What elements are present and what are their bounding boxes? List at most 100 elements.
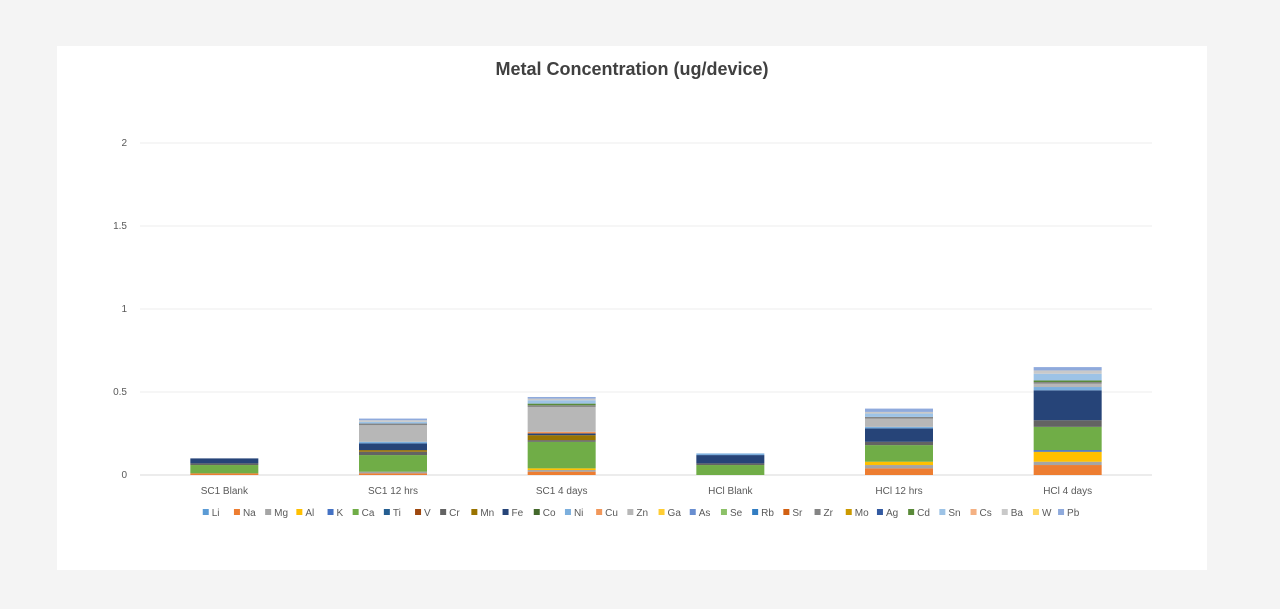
legend-label-se: Se bbox=[730, 508, 743, 519]
legend-swatch-pb bbox=[1058, 509, 1065, 515]
bar-segment-zn bbox=[359, 425, 427, 442]
bar-segment-ca bbox=[190, 465, 259, 474]
bar-segment-cr bbox=[190, 463, 259, 466]
legend-swatch-sr bbox=[783, 509, 790, 515]
legend-label-zr: Zr bbox=[824, 508, 834, 519]
legend-swatch-zr bbox=[814, 509, 821, 515]
legend-swatch-v bbox=[415, 509, 422, 515]
legend: Li Na Mg Al K Ca Ti V Cr Mn Fe Co Ni Cu Zn Ga As Se Rb Sr Zr… bbox=[202, 508, 1080, 519]
legend-swatch-w bbox=[1032, 509, 1039, 515]
legend-swatch-as bbox=[689, 509, 696, 515]
bar-segment-pb bbox=[1033, 367, 1102, 371]
legend-swatch-al bbox=[296, 509, 303, 515]
bar-segment-fe bbox=[190, 458, 259, 464]
x-tick-label: HCl 4 days bbox=[1043, 486, 1092, 497]
legend-label-mg: Mg bbox=[274, 508, 288, 519]
legend-swatch-na bbox=[233, 509, 240, 515]
bar-segment-ba bbox=[527, 398, 596, 401]
legend-swatch-ba bbox=[1001, 509, 1008, 515]
bar-segment-cu bbox=[527, 431, 596, 434]
bar-segment-zn bbox=[865, 418, 933, 427]
bar-segment-k bbox=[1033, 450, 1102, 452]
bar-segment-pb bbox=[527, 396, 596, 399]
bar-segment-ba bbox=[359, 420, 427, 422]
legend-label-ni: Ni bbox=[574, 508, 583, 519]
bar-segment-mg bbox=[359, 471, 427, 474]
bar-segment-ni bbox=[865, 426, 933, 429]
legend-swatch-fe bbox=[502, 509, 509, 515]
bar-segment-cd bbox=[1033, 380, 1102, 383]
legend-swatch-cs bbox=[970, 509, 977, 515]
bar-segment-ba bbox=[865, 411, 933, 414]
legend-swatch-k bbox=[327, 509, 334, 515]
y-tick-label: 0 bbox=[121, 470, 127, 481]
bar-segment-cr bbox=[865, 441, 933, 446]
legend-swatch-mn bbox=[471, 509, 478, 515]
x-axis: SC1 Blank SC1 12 hrs SC1 4 days HCl Blank HC… bbox=[201, 486, 1092, 497]
bar-segment-al bbox=[865, 461, 933, 466]
legend-label-ag: Ag bbox=[886, 508, 898, 519]
x-tick-label: HCl Blank bbox=[708, 486, 753, 497]
bar-segment-na bbox=[1033, 465, 1102, 475]
y-tick-label: 0.5 bbox=[113, 387, 127, 398]
legend-label-co: Co bbox=[543, 508, 556, 519]
bar-segment-al bbox=[1033, 451, 1102, 462]
chart-card bbox=[57, 46, 1207, 570]
x-tick-label: SC1 12 hrs bbox=[368, 486, 418, 497]
y-tick-label: 1 bbox=[121, 304, 127, 315]
bar-segment-mg bbox=[1033, 461, 1102, 466]
bar-segment-mg bbox=[865, 465, 933, 469]
legend-swatch-mo bbox=[845, 509, 852, 515]
bar-segment-fe bbox=[1033, 390, 1102, 421]
legend-swatch-zn bbox=[627, 509, 634, 515]
legend-swatch-se bbox=[720, 509, 727, 515]
legend-swatch-ag bbox=[876, 509, 883, 515]
legend-label-sr: Sr bbox=[792, 508, 803, 519]
bar-segment-na bbox=[527, 471, 596, 475]
bar-segment-cd bbox=[527, 403, 596, 406]
bar-segment-pb bbox=[865, 408, 933, 412]
legend-label-mo: Mo bbox=[855, 508, 869, 519]
bar-segment-ca bbox=[865, 445, 933, 462]
legend-swatch-cu bbox=[596, 509, 603, 515]
bar-segment-na bbox=[865, 468, 933, 475]
bar-segment-ni bbox=[696, 453, 765, 456]
legend-label-na: Na bbox=[243, 508, 256, 519]
bar-segment-sn bbox=[1033, 373, 1102, 381]
bar-segment-sn bbox=[865, 413, 933, 417]
legend-swatch-mg bbox=[265, 509, 272, 515]
bar-segment-zr bbox=[1033, 382, 1102, 384]
bar-segment-na bbox=[359, 473, 427, 475]
legend-label-cu: Cu bbox=[605, 508, 618, 519]
bar-segment-mn bbox=[527, 435, 596, 441]
legend-swatch-ca bbox=[352, 509, 359, 515]
legend-label-sn: Sn bbox=[948, 508, 960, 519]
bar-segment-ba bbox=[1033, 370, 1102, 374]
legend-label-cr: Cr bbox=[449, 508, 460, 519]
bar-segment-zn bbox=[1033, 383, 1102, 388]
bar-segment-cr bbox=[1033, 420, 1102, 427]
legend-swatch-sn bbox=[939, 509, 946, 515]
legend-swatch-co bbox=[533, 509, 540, 515]
bar-segment-pb bbox=[359, 418, 427, 421]
x-tick-label: SC1 4 days bbox=[536, 486, 588, 497]
bar-segment-ca bbox=[696, 465, 765, 475]
bar-segment-zr bbox=[527, 405, 596, 407]
y-tick-label: 1.5 bbox=[113, 221, 127, 232]
bar-segment-zn bbox=[527, 406, 596, 432]
legend-swatch-li bbox=[202, 509, 209, 515]
legend-label-mn: Mn bbox=[480, 508, 494, 519]
legend-label-fe: Fe bbox=[512, 508, 524, 519]
legend-label-cd: Cd bbox=[917, 508, 930, 519]
legend-label-cs: Cs bbox=[980, 508, 992, 519]
legend-swatch-rb bbox=[752, 509, 759, 515]
y-tick-label: 2 bbox=[121, 138, 127, 149]
legend-label-v: V bbox=[424, 508, 431, 519]
y-axis: 0 0.5 1 1.5 2 bbox=[113, 138, 127, 481]
legend-label-ti: Ti bbox=[393, 508, 401, 519]
bar-segment-mg bbox=[527, 470, 596, 472]
bar-segment-sn bbox=[359, 421, 427, 424]
chart-title: Metal Concentration (ug/device) bbox=[495, 59, 769, 79]
legend-label-ca: Ca bbox=[362, 508, 375, 519]
bar-segment-na bbox=[190, 473, 259, 475]
